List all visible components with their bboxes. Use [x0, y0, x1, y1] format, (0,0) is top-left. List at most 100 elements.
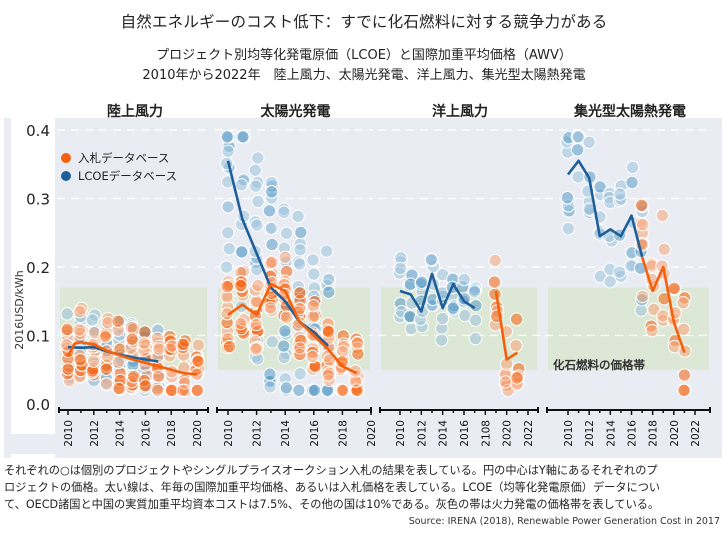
- auction-point: [220, 279, 235, 294]
- lcoe-point: [221, 144, 235, 158]
- lcoe-point: [251, 194, 265, 209]
- y-tick-label: 0.0: [26, 396, 50, 414]
- auction-point: [667, 281, 681, 295]
- scatter-points: [59, 301, 206, 397]
- auction-point: [98, 330, 113, 344]
- auction-point: [677, 368, 692, 382]
- x-tick-label: 2020: [366, 420, 378, 447]
- auction-point: [164, 383, 179, 397]
- auction-point: [124, 320, 139, 335]
- auction-point: [321, 324, 336, 339]
- x-tick-label: 2020: [192, 420, 204, 447]
- legend-lcoe-marker: [61, 171, 71, 181]
- lcoe-point: [571, 170, 585, 184]
- panel-1: 2010 2012 2014 2016 2018 2020: [215, 129, 378, 447]
- auction-point: [655, 208, 670, 223]
- lcoe-point: [292, 383, 306, 397]
- lcoe-point: [251, 151, 265, 165]
- auction-point: [73, 304, 87, 319]
- x-tick-label: 2010: [563, 420, 575, 447]
- auction-point: [279, 310, 294, 324]
- x-tick-label: 2018: [337, 420, 349, 447]
- auction-point: [152, 342, 166, 356]
- lcoe-weighted-average-line: [226, 160, 329, 347]
- lcoe-point: [307, 383, 322, 397]
- lcoe-weighted-average-line: [399, 272, 476, 313]
- lcoe-point: [263, 367, 277, 381]
- x-tick-label: 2022: [690, 420, 702, 447]
- auction-point: [190, 383, 205, 397]
- lcoe-point: [625, 175, 639, 190]
- lcoe-point: [293, 243, 307, 257]
- x-tick-label: 2020: [669, 420, 681, 447]
- auction-point: [138, 378, 153, 393]
- auction-point: [634, 198, 649, 213]
- auction-point: [293, 341, 307, 355]
- auction-point: [635, 289, 650, 304]
- x-axis: 2010 2012 2014 2016 2018 2020: [216, 407, 378, 447]
- lcoe-point: [60, 307, 74, 321]
- lcoe-point: [264, 185, 279, 199]
- panel-title-onshore-wind: 陸上風力: [107, 104, 163, 120]
- auction-point: [176, 383, 190, 397]
- lcoe-point: [612, 265, 627, 279]
- lcoe-point: [457, 272, 471, 287]
- panel-3: 2010 2012 2014 2016 2018 2020 2022: [545, 129, 712, 447]
- lcoe-point: [262, 204, 277, 218]
- lcoe-point: [221, 200, 235, 214]
- auction-point: [61, 362, 75, 376]
- auction-point: [99, 376, 114, 391]
- lcoe-point: [249, 179, 263, 193]
- y-tick-label: 0.2: [26, 259, 50, 277]
- legend-lcoe-label: LCOEデータベース: [78, 169, 177, 183]
- x-tick-label: 2016: [140, 420, 152, 447]
- auction-point: [510, 371, 524, 385]
- x-tick-label: 2016: [627, 420, 639, 447]
- y-tick-label: 0.3: [26, 191, 50, 209]
- x-tick-label: 2108: [480, 420, 492, 447]
- x-tick-label: 2014: [438, 420, 450, 447]
- x-tick-label: 2014: [280, 420, 292, 447]
- lcoe-point: [279, 381, 294, 395]
- x-tick-label: 2010: [63, 420, 75, 447]
- lcoe-point: [219, 260, 234, 274]
- lcoe-point: [603, 274, 617, 289]
- lcoe-point: [404, 321, 418, 336]
- lcoe-point: [294, 225, 308, 240]
- auction-point: [657, 242, 671, 257]
- auction-point: [234, 278, 248, 293]
- lcoe-point: [264, 221, 279, 236]
- auction-weighted-average-line: [227, 282, 358, 375]
- lcoe-point: [625, 160, 640, 175]
- auction-point: [165, 339, 179, 353]
- chart-subtitle-1: プロジェクト別均等化発電原価（LCOE）と国際加重平均価格（AWV）: [156, 48, 572, 63]
- auction-point: [234, 316, 248, 331]
- panel-title-solar-pv: 太陽光発電: [260, 104, 331, 120]
- auction-point: [498, 375, 513, 389]
- auction-point: [305, 349, 320, 364]
- auction-weighted-average-line: [66, 341, 198, 376]
- auction-point: [73, 353, 88, 367]
- lcoe-point: [220, 130, 234, 144]
- auction-point: [125, 332, 139, 346]
- x-tick-label: 2014: [115, 420, 127, 447]
- x-tick-label: 2022: [523, 420, 535, 447]
- lcoe-point: [467, 284, 482, 299]
- source-citation: Source: IRENA (2018), Renewable Power Ge…: [408, 516, 720, 527]
- auction-point: [176, 337, 190, 352]
- auction-point: [265, 255, 279, 269]
- lcoe-point: [613, 187, 627, 201]
- lcoe-point: [468, 313, 483, 327]
- lcoe-point: [321, 272, 336, 286]
- x-tick-label: 2014: [605, 420, 617, 447]
- auction-point: [112, 381, 126, 396]
- lcoe-point: [468, 331, 483, 346]
- x-tick-label: 2012: [89, 420, 101, 447]
- lcoe-point: [265, 335, 280, 349]
- lcoe-weighted-average-line: [566, 159, 644, 258]
- auction-point: [99, 362, 114, 376]
- auction-point: [151, 383, 165, 397]
- y-tick-label: 0.4: [26, 122, 50, 140]
- auction-point: [111, 355, 126, 370]
- x-tick-label: 2012: [252, 420, 264, 447]
